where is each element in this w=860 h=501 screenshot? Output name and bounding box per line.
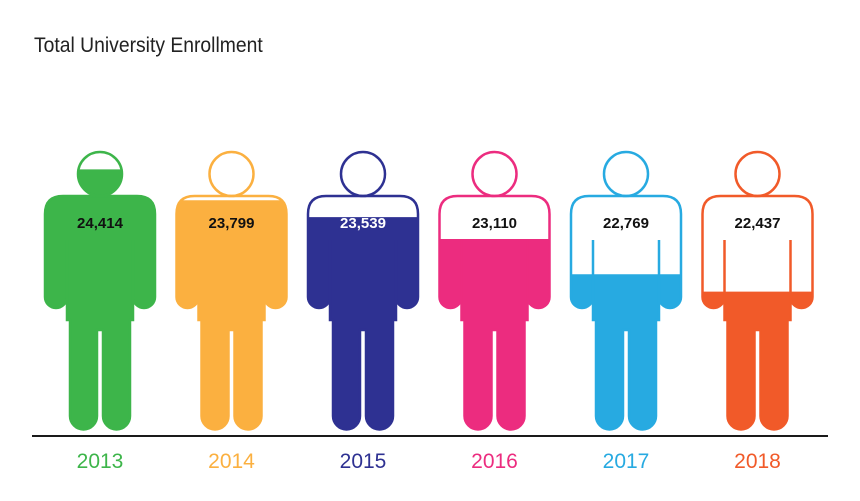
bar-fill-2018 — [702, 291, 813, 430]
figure-2018 — [701, 150, 814, 431]
body-outline-2018 — [701, 194, 814, 431]
bar-fill-2017 — [571, 274, 681, 430]
bar-fill-2016 — [439, 238, 550, 430]
year-label-2014: 2014 — [208, 450, 255, 473]
head-outline-2015 — [339, 150, 387, 198]
figure-2014 — [175, 150, 288, 431]
value-label-2018: 22,437 — [735, 215, 781, 232]
body-outline-2016 — [438, 194, 551, 431]
head-outline-2016 — [471, 150, 518, 198]
head-outline-2018 — [734, 150, 781, 198]
head-fill-2013 — [78, 169, 122, 196]
year-label-2013: 2013 — [77, 450, 124, 473]
figure-2016 — [438, 150, 551, 431]
value-label-2015: 23,539 — [340, 215, 386, 232]
bar-fill-2013 — [45, 196, 155, 430]
year-label-2016: 2016 — [471, 450, 518, 473]
value-label-2013: 24,414 — [77, 215, 124, 232]
head-outline-2017 — [602, 150, 650, 198]
year-label-2015: 2015 — [340, 450, 387, 473]
head-outline-2013 — [76, 150, 124, 198]
year-label-2017: 2017 — [603, 450, 650, 473]
value-label-2017: 22,769 — [603, 215, 649, 232]
body-outline-2013 — [43, 194, 157, 431]
value-label-2016: 23,110 — [472, 215, 517, 232]
bar-fill-2014 — [176, 200, 287, 430]
figures-layer — [43, 150, 814, 431]
bar-fill-2015 — [308, 217, 418, 430]
body-outline-2014 — [175, 194, 288, 431]
head-outline-2014 — [208, 150, 255, 198]
figure-2015 — [306, 150, 420, 431]
body-outline-2017 — [569, 194, 683, 431]
value-label-2014: 23,799 — [209, 215, 255, 232]
figure-2013 — [43, 150, 157, 431]
labels-layer: 24,414 2013 23,799 2014 23,539 2015 23,110 2016… — [77, 215, 781, 473]
chart-title: Total University Enrollment — [34, 34, 263, 57]
figure-2017 — [569, 150, 683, 431]
year-label-2018: 2018 — [734, 450, 781, 473]
body-outline-2015 — [306, 194, 420, 431]
